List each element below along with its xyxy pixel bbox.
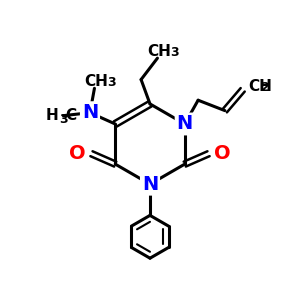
Text: 3: 3 — [170, 46, 178, 59]
Text: N: N — [142, 175, 158, 194]
Text: CH: CH — [248, 79, 272, 94]
Text: CH: CH — [147, 44, 171, 59]
Text: N: N — [177, 115, 193, 134]
Text: H: H — [46, 108, 59, 123]
Text: 2: 2 — [261, 81, 270, 94]
Text: 3: 3 — [107, 76, 116, 89]
Text: O: O — [69, 144, 85, 163]
Text: N: N — [82, 103, 98, 122]
Text: C: C — [65, 108, 76, 123]
Text: O: O — [214, 144, 231, 163]
Text: 3: 3 — [59, 113, 68, 126]
Text: CH: CH — [84, 74, 108, 89]
